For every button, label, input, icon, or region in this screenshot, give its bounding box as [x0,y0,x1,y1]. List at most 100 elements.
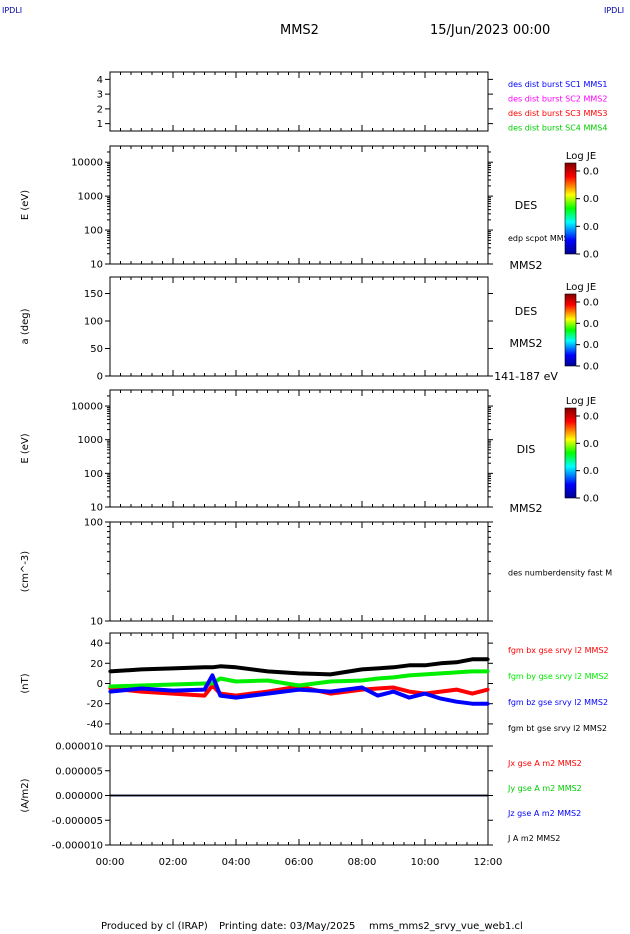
series-point [328,679,333,684]
legend-entry: J A m2 MMS2 [507,834,560,843]
series-point [360,678,364,683]
x-tick-label: 10:00 [411,857,440,868]
series-point [139,667,144,671]
series-point [423,672,427,677]
y-tick-label: 4 [97,75,103,86]
series-point [265,678,270,683]
y-tick-label: -40 [87,719,103,730]
colorbar-value: 0.0 [583,167,599,178]
panel-7: 0.000010 0.000005 0.000000 -0.000005 -0.0000… [20,742,582,852]
footer-printing: Printing date: 03/May/2025 [219,921,355,932]
series-point [234,665,238,669]
series-point [139,689,144,694]
panel-6: 40 20 0 -20 -40 (nT) fgm bx gse srvy l2 MMS2 fg… [20,632,609,735]
series-point [171,666,175,670]
series-point [108,669,112,673]
series-point [391,685,396,690]
panel-1: 4 3 2 1 des dist burst SC1 MMS1 des dist burs… [97,71,607,133]
series-point [454,670,459,674]
legend-entry: fgm by gse srvy l2 MMS2 [508,672,609,681]
series-point [108,689,112,694]
y-axis-label: (A/m2) [20,778,31,812]
series-point [376,694,380,698]
x-tick-label: 06:00 [285,857,314,868]
x-tick-label: 12:00 [474,857,503,868]
series-point [202,694,207,698]
logo-right: IPDLI [604,6,624,15]
colorbar-value: 0.0 [583,466,599,477]
panel-frame [109,521,489,622]
x-tick-label: 04:00 [222,857,251,868]
series-point [202,687,207,692]
legend-entry: fgm bz gse srvy l2 MMS2 [508,698,608,707]
legend-entry: Jz gse A m2 MMS2 [507,809,581,818]
y-tick-label: -0.000010 [52,841,103,852]
series-point [486,702,490,706]
series-point [360,667,364,671]
series-point [470,702,474,706]
series-point [376,686,380,691]
series-point [297,687,301,692]
bottom-label: MMS2 [510,502,543,515]
legend-entry: Jx gse A m2 MMS2 [507,759,582,768]
panel-frame [109,145,489,265]
x-tick-label: 08:00 [348,857,377,868]
legend-entry: des dist burst SC3 MMS3 [508,109,607,118]
y-tick-label: 0.000000 [55,791,103,802]
panel-frame [109,276,489,377]
series-point [486,687,490,692]
series-point [360,685,364,690]
colorbar [564,407,577,499]
series-point [391,675,396,680]
logo-left: IPDLI [2,6,22,15]
colorbar [564,162,577,255]
legend-entry: fgm bt gse srvy l2 MMS2 [508,724,607,733]
colorbar-value: 0.0 [583,340,599,351]
bottom-label: 141-187 eV [494,370,558,383]
y-axis-label: (cm^-3) [20,551,31,592]
colorbar [564,293,577,367]
colorbar-value: 0.0 [583,194,599,205]
series-point [234,679,238,684]
y-tick-label: 100 [84,226,103,237]
legend-entry: des dist burst SC1 MMS1 [508,80,607,89]
spacecraft-title: MMS2 [280,23,319,38]
series-point [297,671,301,676]
series-point [423,692,427,696]
series-point [391,665,396,669]
series-point [486,669,490,673]
series-point [139,683,144,688]
colorbar-value: 0.0 [583,494,599,505]
colorbar-value: 0.0 [583,250,599,261]
y-tick-label: 0 [97,679,103,690]
y-tick-label: 2 [97,104,103,115]
footer-producer: Produced by cl (IRAP) [101,921,208,932]
series-point [486,657,490,661]
y-tick-label: 0.000005 [55,766,103,777]
series-point [218,664,222,668]
y-axis-label: E (eV) [20,433,31,463]
y-tick-label: 10 [90,503,103,514]
instrument-label: DES [515,305,537,318]
legend-entry: des dist burst SC4 MMS4 [508,124,607,133]
panel-5: 100 10 (cm^-3) des numberdensity fast M [20,518,612,628]
series-point [439,661,443,665]
series-point [328,689,333,694]
y-tick-label: 0.000010 [55,742,103,753]
panel-frame [109,389,489,508]
legend-entry: fgm bx gse srvy l2 MMS2 [508,646,609,655]
y-tick-label: 10 [90,260,103,271]
y-axis-label: E (eV) [20,190,31,220]
y-tick-label: 100 [84,518,103,529]
series-point [423,663,427,667]
series-point [202,665,207,669]
y-tick-label: 10 [90,617,103,628]
x-tick-label: 02:00 [159,857,188,868]
series-point [328,672,333,677]
y-tick-label: 100 [84,469,103,480]
series-point [210,673,214,678]
series-point [407,673,411,678]
y-tick-label: 50 [90,344,103,355]
colorbar-value: 0.0 [583,319,599,330]
